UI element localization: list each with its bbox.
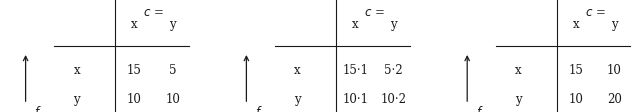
Text: 10·2: 10·2 xyxy=(381,92,406,105)
Text: y: y xyxy=(390,18,397,31)
Text: 15·1: 15·1 xyxy=(342,63,368,76)
Text: $c$ =: $c$ = xyxy=(585,6,605,18)
Text: $c$ =: $c$ = xyxy=(364,6,385,18)
Text: 10: 10 xyxy=(127,92,142,105)
Text: $f$: $f$ xyxy=(34,104,42,112)
Text: 10: 10 xyxy=(165,92,180,105)
Text: 20: 20 xyxy=(607,92,622,105)
Text: y: y xyxy=(611,18,618,31)
Text: y: y xyxy=(515,92,522,105)
Text: x: x xyxy=(352,18,358,31)
Text: x: x xyxy=(515,63,522,76)
Text: $f$: $f$ xyxy=(255,104,262,112)
Text: 10·1: 10·1 xyxy=(342,92,368,105)
Text: $f$: $f$ xyxy=(476,104,483,112)
Text: 10: 10 xyxy=(607,63,622,76)
Text: x: x xyxy=(74,63,80,76)
Text: 5·2: 5·2 xyxy=(384,63,403,76)
Text: y: y xyxy=(294,92,301,105)
Text: 15: 15 xyxy=(127,63,142,76)
Text: $c$ =: $c$ = xyxy=(143,6,164,18)
Text: 10: 10 xyxy=(568,92,584,105)
Text: x: x xyxy=(131,18,138,31)
Text: y: y xyxy=(74,92,80,105)
Text: x: x xyxy=(294,63,301,76)
Text: 5: 5 xyxy=(169,63,177,76)
Text: y: y xyxy=(170,18,176,31)
Text: 15: 15 xyxy=(568,63,584,76)
Text: x: x xyxy=(573,18,579,31)
